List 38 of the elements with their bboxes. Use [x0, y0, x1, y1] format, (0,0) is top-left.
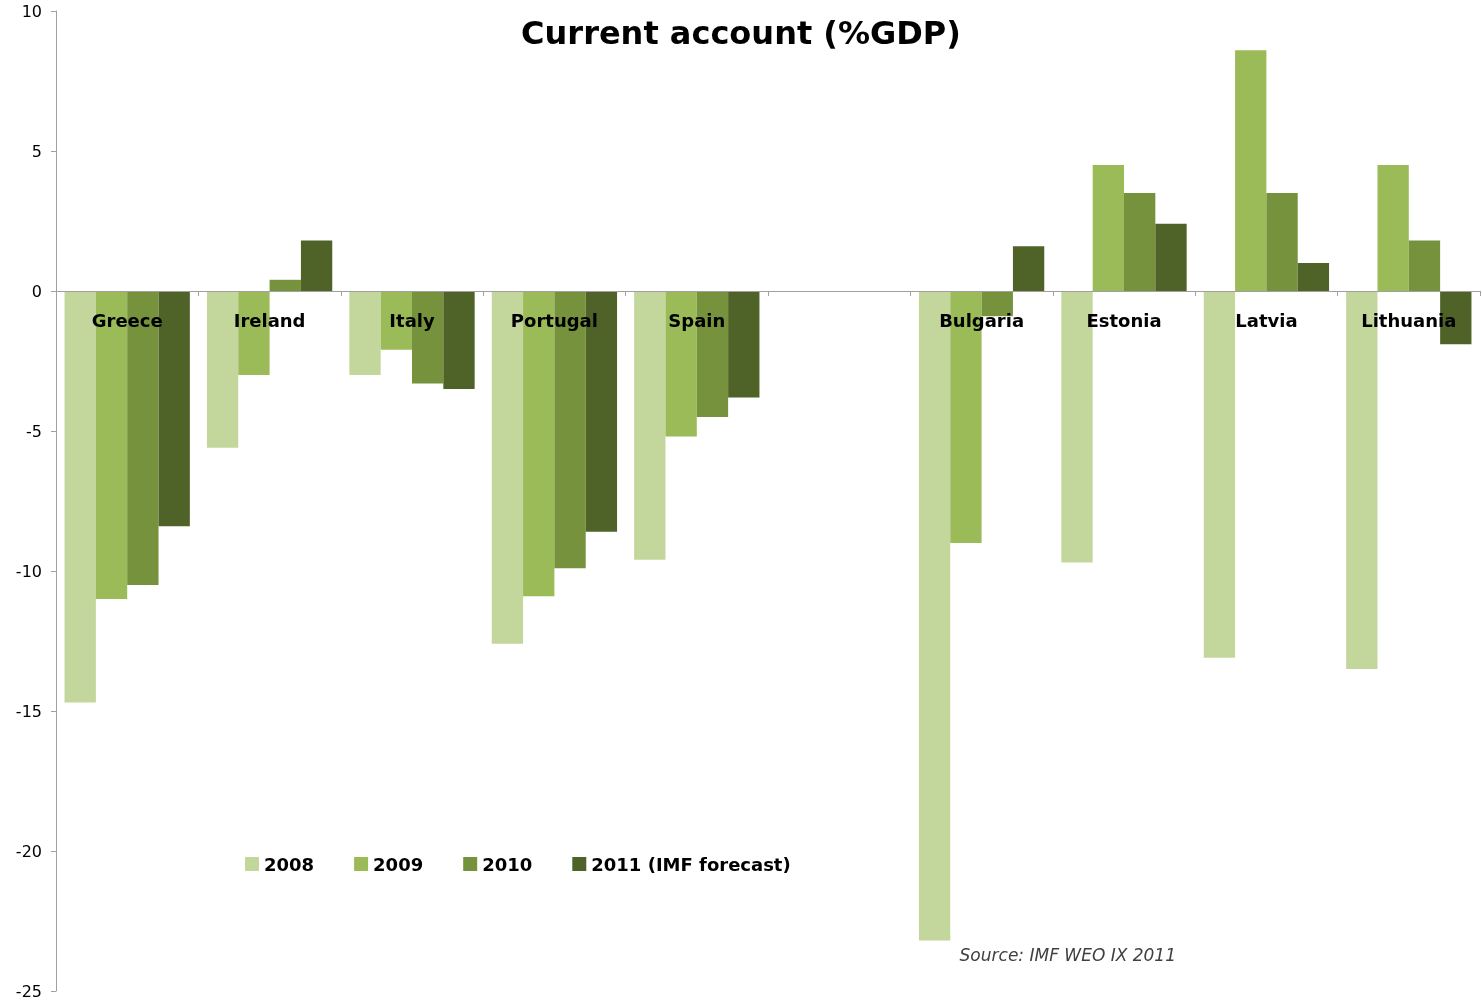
annotation: Source: IMF WEO IX 2011	[959, 944, 1176, 965]
x-tick-label: Estonia	[1086, 309, 1162, 331]
x-tick-label: Portugal	[510, 309, 598, 331]
bar	[1297, 263, 1330, 291]
x-tick-label: Bulgaria	[939, 309, 1025, 331]
x-tick-label: Greece	[91, 309, 163, 331]
legend-label: 2011 (IMF forecast)	[591, 853, 791, 875]
bar	[1266, 193, 1298, 291]
bar	[634, 291, 666, 560]
bar	[1124, 193, 1156, 291]
x-tick-label: Latvia	[1235, 309, 1298, 331]
y-tick-label: -10	[15, 561, 42, 581]
legend-label: 2009	[373, 853, 424, 875]
x-tick-label: Spain	[668, 309, 726, 331]
bar	[1092, 165, 1124, 291]
bar	[443, 291, 475, 389]
bar	[1155, 223, 1187, 291]
bar	[1012, 246, 1045, 291]
bar	[1377, 165, 1409, 291]
bar	[1408, 240, 1441, 291]
y-tick-label: -20	[15, 841, 42, 861]
legend-label: 2010	[482, 853, 533, 875]
y-tick-label: -5	[26, 421, 42, 441]
bar	[728, 291, 760, 398]
y-tick-label: 5	[31, 141, 42, 161]
y-tick-label: -25	[15, 981, 42, 1001]
y-tick-label: -15	[15, 701, 42, 721]
x-tick-label: Italy	[389, 309, 435, 331]
y-tick-label: 10	[21, 1, 42, 21]
x-tick-label: Ireland	[233, 309, 306, 331]
bar	[349, 291, 381, 375]
y-tick-label: 0	[31, 281, 42, 301]
bar	[300, 240, 333, 291]
bar	[1235, 50, 1267, 291]
bar	[269, 279, 301, 291]
bar	[1203, 291, 1236, 658]
chart-title: Current account (%GDP)	[521, 14, 961, 52]
legend-label: 2008	[264, 853, 315, 875]
